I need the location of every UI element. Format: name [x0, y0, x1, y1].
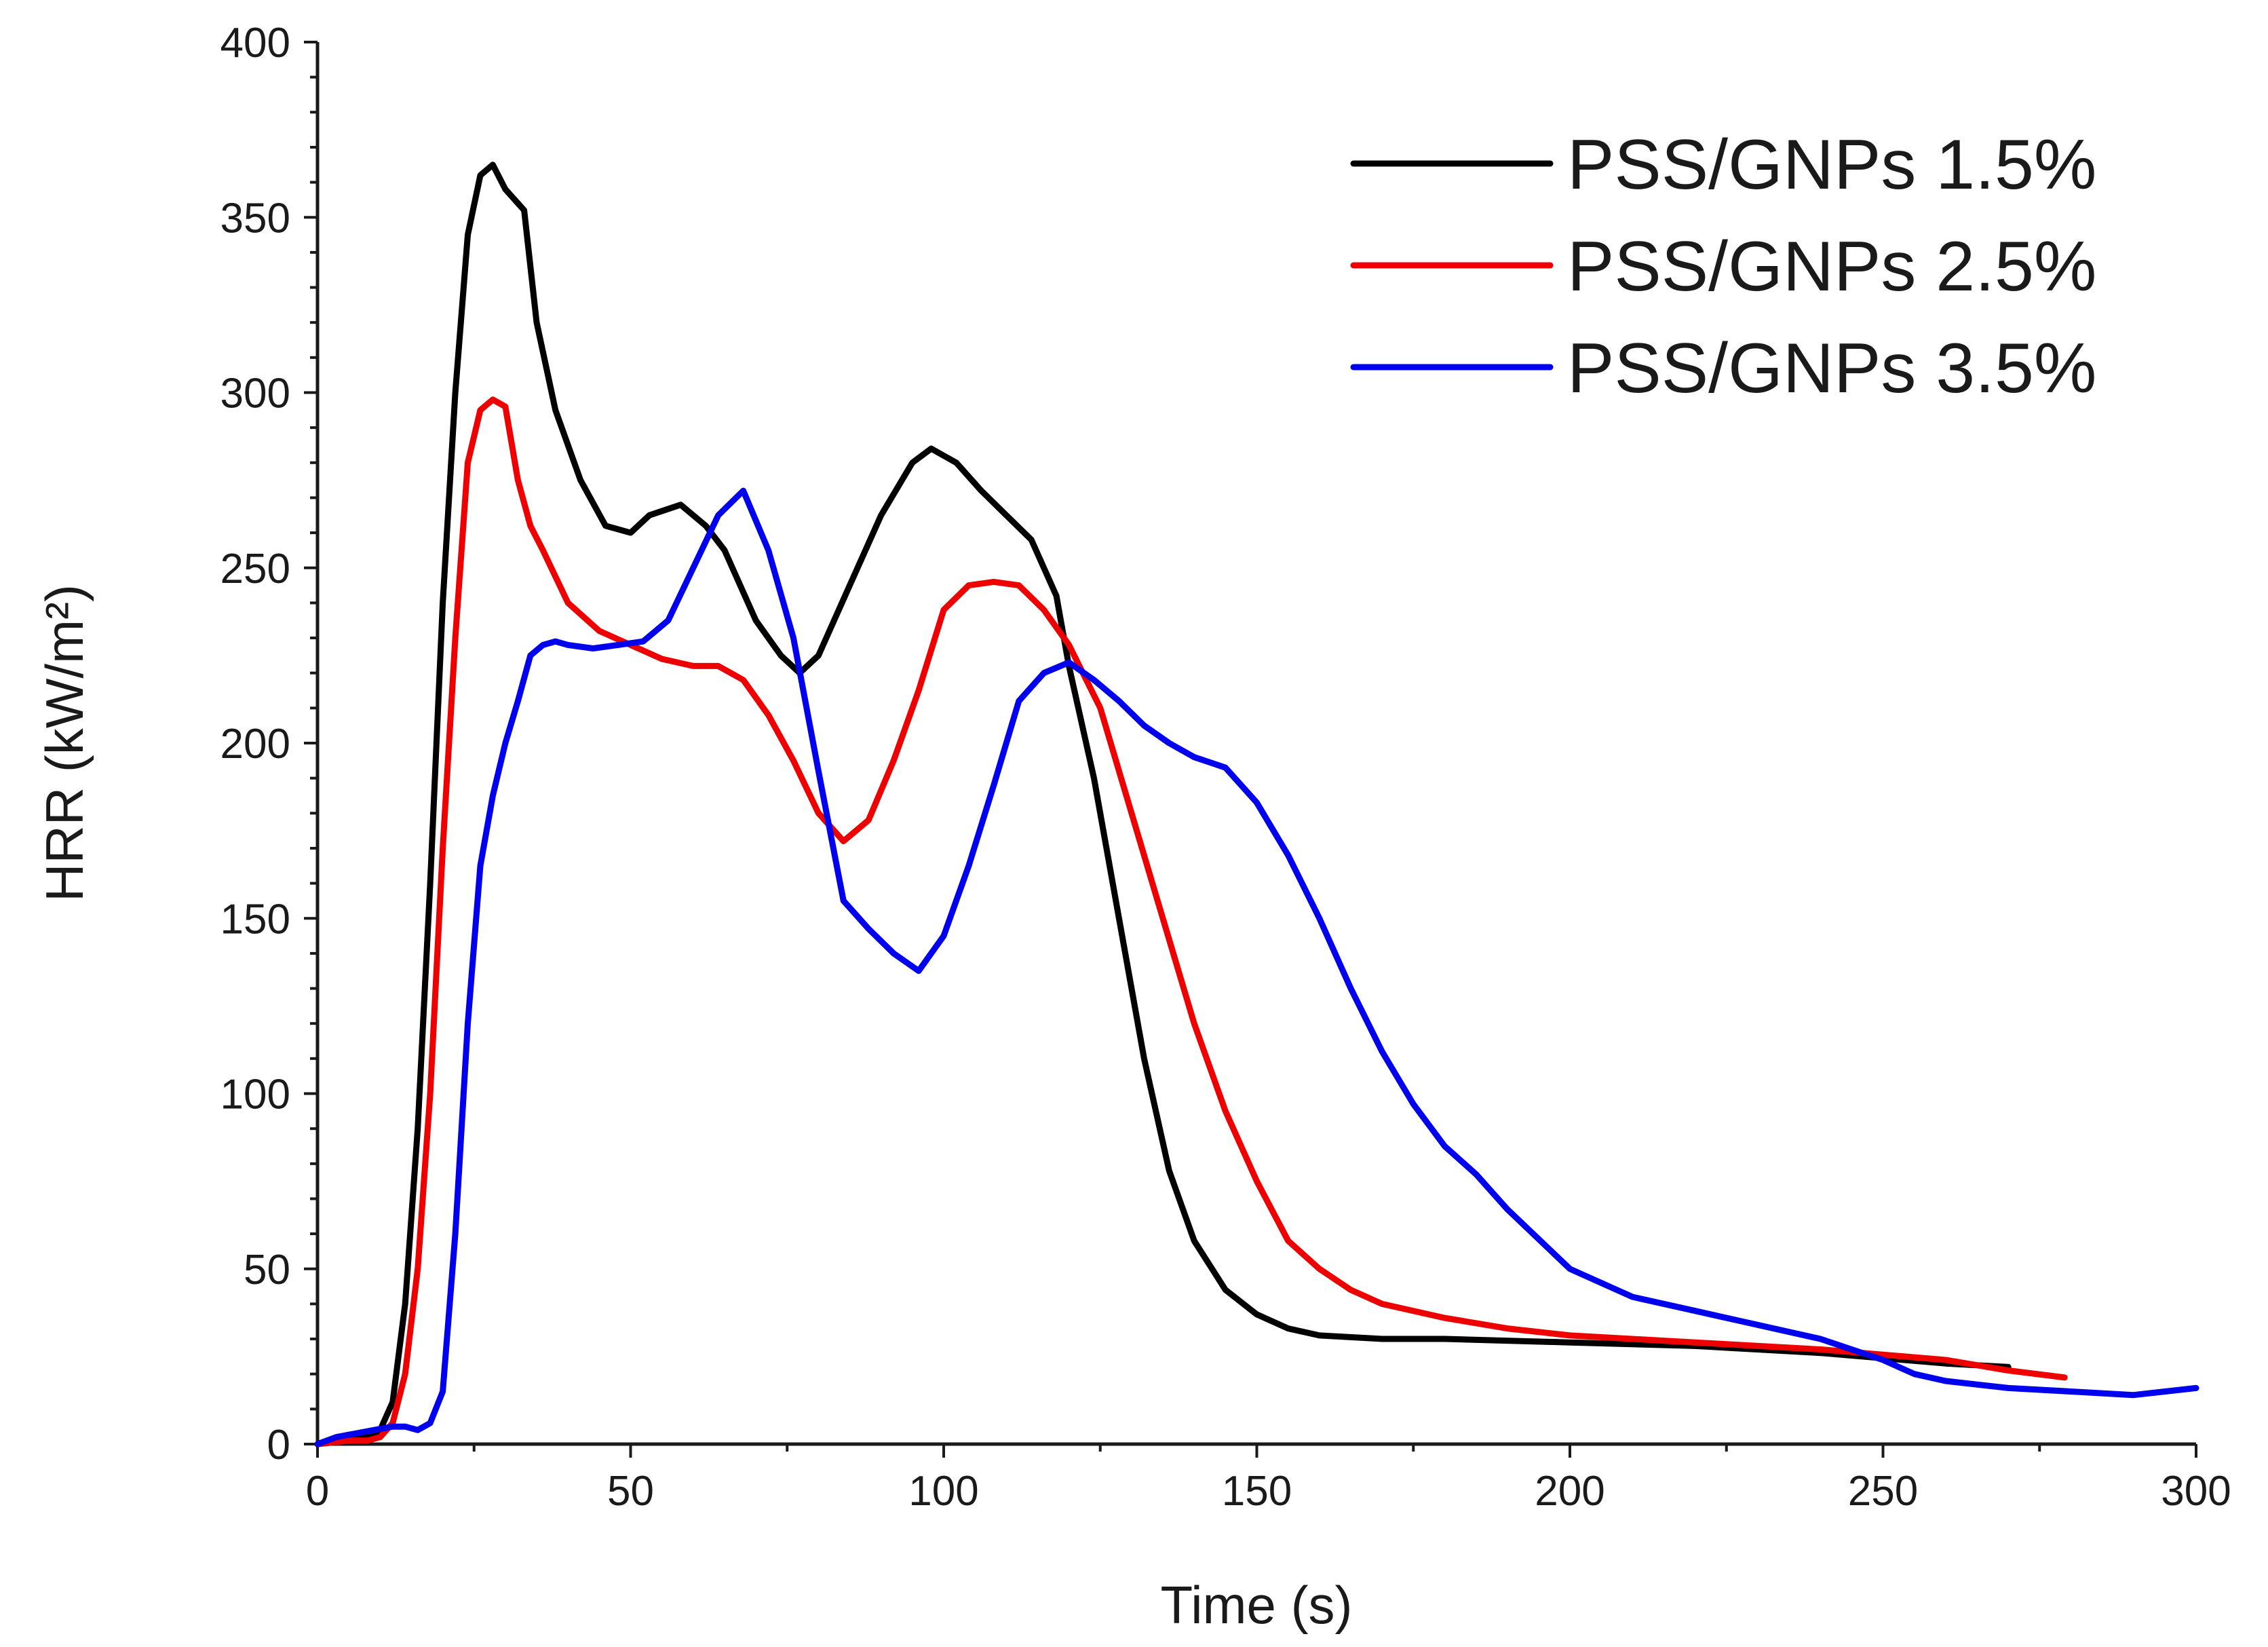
x-tick-label: 200	[1535, 1468, 1604, 1515]
y-tick-label: 400	[220, 20, 290, 67]
series-group	[314, 162, 2199, 1447]
y-tick-label: 250	[220, 546, 290, 592]
y-tick-label: 300	[220, 371, 290, 417]
legend-label-1: PSS/GNPs 1.5%	[1567, 126, 2096, 204]
y-ticks: 0 50 100 150 200 250 300 350 400	[220, 20, 318, 1469]
y-tick-label: 50	[244, 1247, 290, 1293]
x-tick-label: 0	[306, 1468, 329, 1515]
y-tick-label: 0	[267, 1422, 290, 1469]
series-line-2	[314, 396, 2068, 1447]
x-tick-label: 50	[607, 1468, 654, 1515]
x-tick-label: 300	[2161, 1468, 2231, 1515]
legend-label-2: PSS/GNPs 2.5%	[1567, 227, 2096, 306]
x-tick-label: 100	[908, 1468, 978, 1515]
y-axis-title: HRR (kW/m²)	[35, 584, 94, 902]
x-tick-label: 150	[1222, 1468, 1292, 1515]
y-tick-label: 200	[220, 721, 290, 768]
series-line-3	[314, 487, 2199, 1447]
legend-label-3: PSS/GNPs 3.5%	[1567, 329, 2096, 408]
series-line-1	[314, 162, 2012, 1447]
x-ticks: 0 50 100 150 200 250 300	[306, 1444, 2231, 1515]
y-tick-label: 350	[220, 195, 290, 242]
y-tick-label: 150	[220, 896, 290, 943]
x-axis-title: Time (s)	[1160, 1575, 1352, 1635]
legend: PSS/GNPs 1.5% PSS/GNPs 2.5% PSS/GNPs 3.5%	[1350, 126, 2096, 408]
x-tick-label: 250	[1848, 1468, 1918, 1515]
y-tick-label: 100	[220, 1072, 290, 1118]
